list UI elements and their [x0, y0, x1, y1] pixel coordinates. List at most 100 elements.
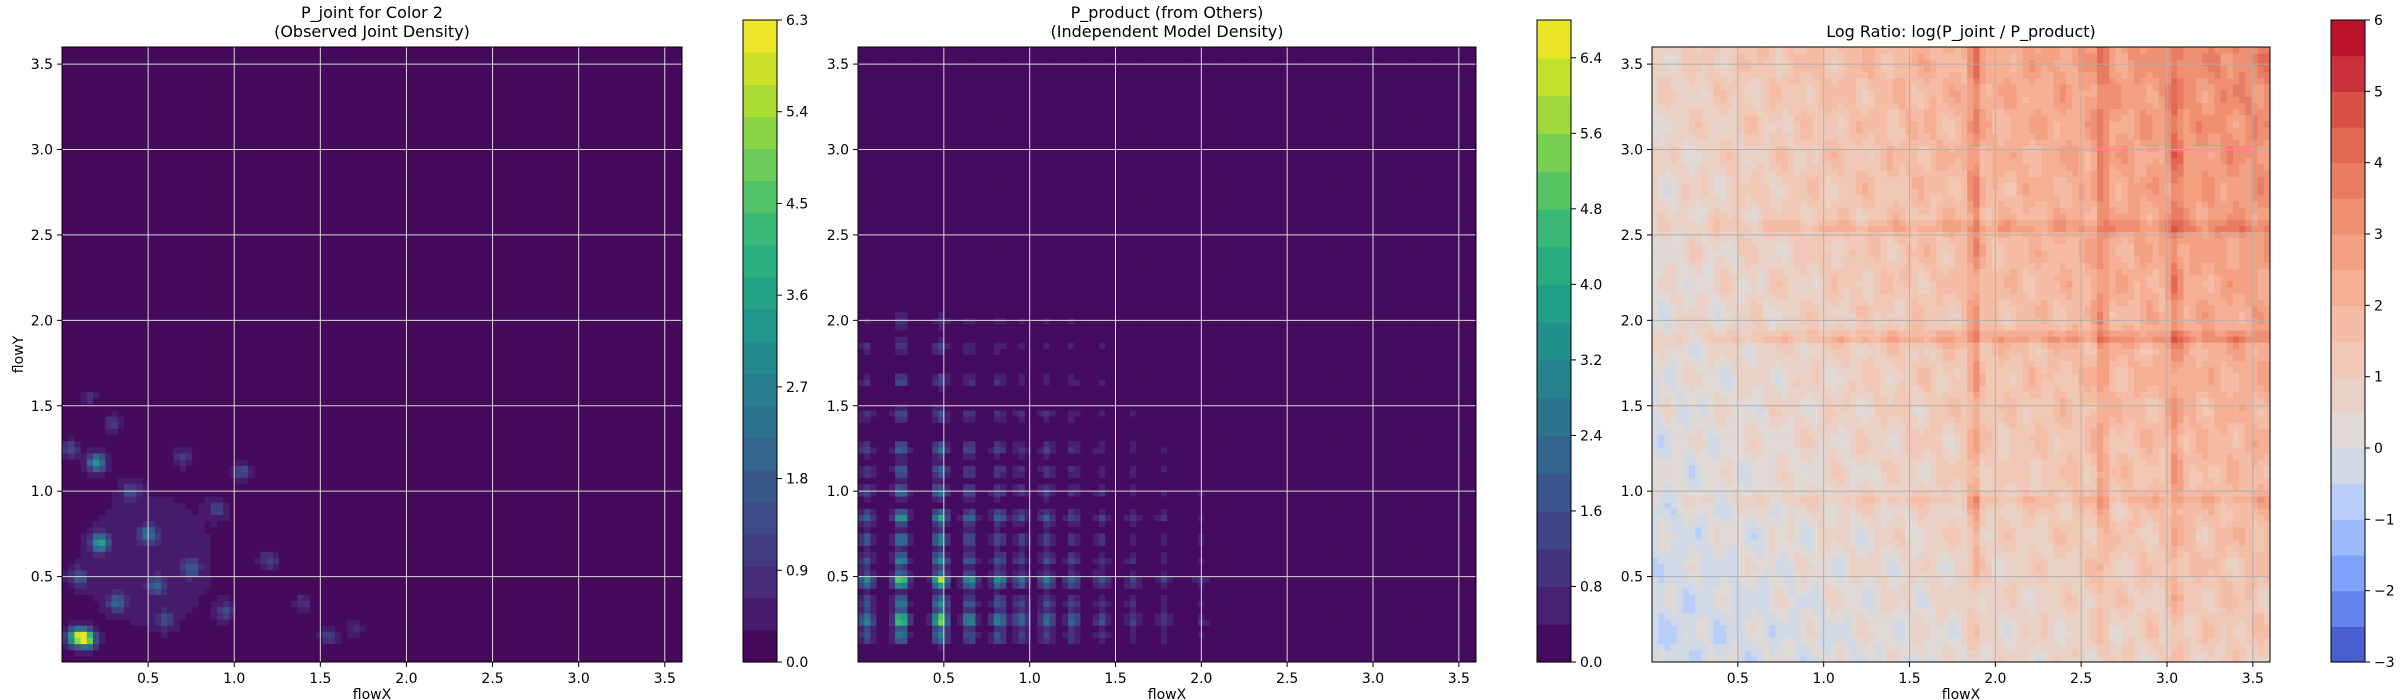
- heatmap-cell: [328, 422, 336, 429]
- heatmap-cell: [179, 477, 187, 485]
- heatmap-cell: [558, 508, 565, 515]
- heatmap-cell: [328, 409, 336, 417]
- heatmap-cell: [675, 526, 682, 534]
- heatmap-cell: [303, 539, 311, 546]
- heatmap-cell: [285, 452, 292, 460]
- heatmap-cell: [192, 618, 199, 626]
- heatmap-cell: [458, 366, 466, 374]
- heatmap-cell: [638, 588, 646, 595]
- heatmap-cell: [595, 428, 602, 436]
- heatmap-cell: [223, 526, 230, 534]
- heatmap-cell: [93, 582, 100, 589]
- heatmap-cell: [390, 508, 398, 515]
- heatmap-cell: [527, 545, 534, 552]
- heatmap-cell: [347, 495, 354, 503]
- heatmap-cell: [161, 643, 168, 651]
- heatmap-cell: [130, 539, 137, 546]
- heatmap-cell: [179, 422, 187, 429]
- heatmap-cell: [607, 354, 615, 362]
- heatmap-cell: [111, 545, 119, 552]
- heatmap-cell: [285, 637, 292, 645]
- heatmap-cell: [496, 391, 503, 399]
- heatmap-cell: [359, 502, 367, 509]
- heatmap-cell: [328, 655, 336, 662]
- heatmap-cell: [99, 545, 106, 552]
- heatmap-cell: [644, 563, 652, 571]
- heatmap-cell: [551, 440, 559, 448]
- heatmap-cell: [155, 446, 162, 454]
- heatmap-cell: [372, 520, 379, 528]
- heatmap-cell: [570, 594, 578, 602]
- heatmap-cell: [347, 434, 354, 442]
- heatmap-cell: [570, 440, 578, 448]
- heatmap-cell: [117, 600, 125, 608]
- heatmap-cell: [142, 508, 150, 515]
- heatmap-cell: [626, 428, 633, 436]
- heatmap-cell: [130, 495, 137, 503]
- heatmap-cell: [378, 588, 385, 595]
- heatmap-cell: [638, 409, 646, 417]
- heatmap-cell: [669, 618, 677, 626]
- heatmap-cell: [124, 594, 131, 602]
- heatmap-cell: [217, 422, 224, 429]
- heatmap-cell: [421, 452, 429, 460]
- heatmap-cell: [179, 360, 187, 368]
- heatmap-cell: [651, 631, 658, 638]
- heatmap-cell: [595, 539, 602, 546]
- heatmap-cell: [62, 588, 69, 595]
- heatmap-cell: [229, 532, 237, 540]
- heatmap-cell: [570, 575, 578, 583]
- heatmap-cell: [241, 489, 249, 497]
- heatmap-cell: [390, 354, 398, 362]
- heatmap-cell: [272, 477, 280, 485]
- heatmap-cell: [446, 489, 454, 497]
- heatmap-cell: [390, 539, 398, 546]
- heatmap-cell: [657, 428, 664, 436]
- heatmap-cell: [111, 372, 119, 380]
- heatmap-cell: [471, 575, 478, 583]
- heatmap-cell: [310, 416, 317, 423]
- heatmap-cell: [80, 612, 88, 620]
- heatmap-cell: [192, 637, 199, 645]
- heatmap-cell: [93, 428, 100, 436]
- heatmap-cell: [291, 372, 299, 380]
- heatmap-cell: [452, 643, 460, 651]
- heatmap-cell: [99, 495, 106, 503]
- heatmap-cell: [539, 502, 547, 509]
- heatmap-cell: [229, 372, 237, 380]
- heatmap-cell: [589, 545, 596, 552]
- heatmap-cell: [421, 422, 429, 429]
- heatmap-cell: [192, 360, 199, 368]
- heatmap-cell: [675, 557, 682, 565]
- heatmap-cell: [564, 477, 571, 485]
- heatmap-cell: [204, 379, 212, 386]
- heatmap-cell: [334, 545, 342, 552]
- heatmap-cell: [86, 520, 94, 528]
- heatmap-cell: [341, 434, 348, 442]
- heatmap-cell: [167, 594, 175, 602]
- heatmap-cell: [489, 551, 497, 559]
- heatmap-cell: [589, 649, 596, 657]
- heatmap-cell: [452, 631, 460, 638]
- heatmap-cell: [117, 428, 125, 436]
- heatmap-cell: [291, 459, 299, 466]
- heatmap-cell: [316, 643, 323, 651]
- heatmap-cell: [316, 397, 323, 405]
- heatmap-cell: [279, 403, 286, 411]
- heatmap-cell: [570, 452, 578, 460]
- heatmap-cell: [483, 495, 491, 503]
- heatmap-cell: [663, 532, 671, 540]
- heatmap-cell: [564, 360, 571, 368]
- heatmap-cell: [651, 502, 658, 509]
- heatmap-cell: [136, 471, 144, 479]
- heatmap-cell: [161, 366, 168, 374]
- heatmap-cell: [254, 440, 261, 448]
- heatmap-cell: [508, 379, 516, 386]
- heatmap-cell: [564, 385, 571, 392]
- heatmap-cell: [508, 477, 516, 485]
- heatmap-cell: [545, 631, 553, 638]
- heatmap-cell: [477, 465, 485, 472]
- heatmap-cell: [452, 416, 460, 423]
- heatmap-cell: [558, 495, 565, 503]
- heatmap-cell: [421, 520, 429, 528]
